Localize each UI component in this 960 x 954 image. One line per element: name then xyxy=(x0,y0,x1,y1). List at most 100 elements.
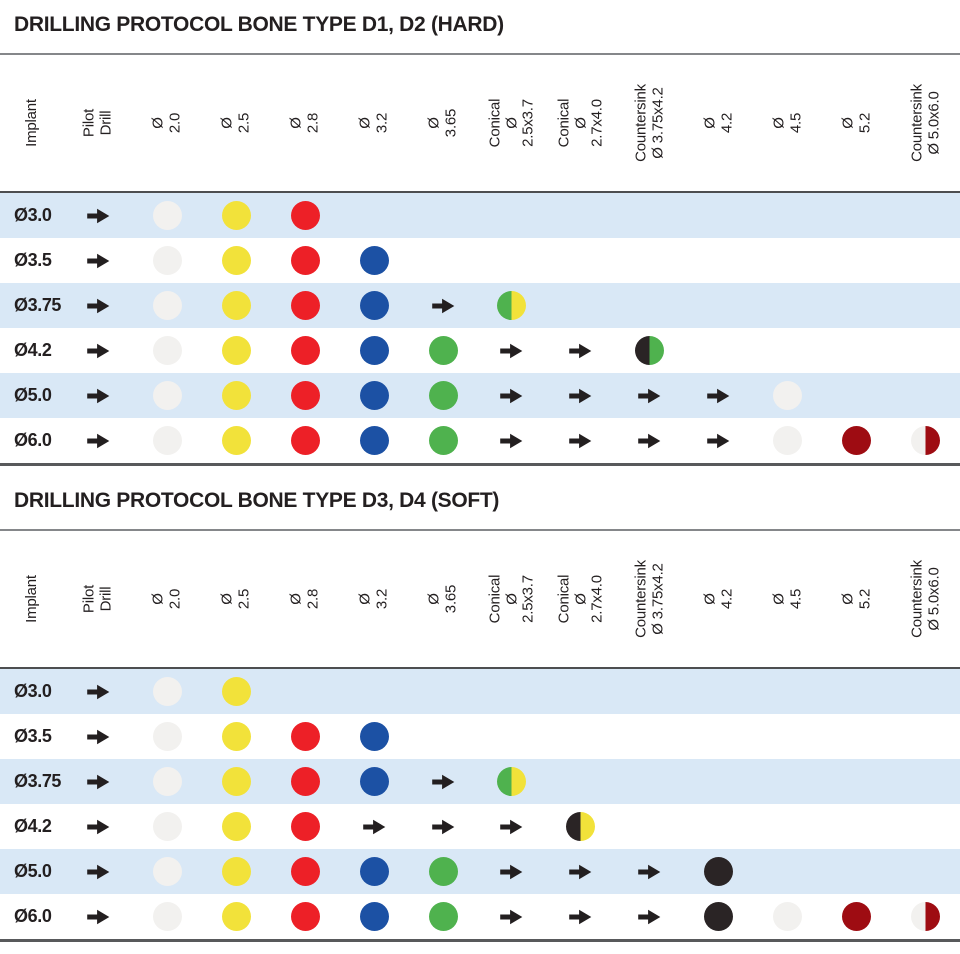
column-header-label: Ø 2.0 xyxy=(149,112,184,134)
drill-step-arrow xyxy=(478,373,547,418)
implant-diameter-label: Ø3.0 xyxy=(14,205,52,225)
drill-step-arrow xyxy=(615,849,684,894)
column-header-conical-2-5x3-7: Conical Ø 2.5x3.7 xyxy=(478,55,547,191)
column-header-label: Countersink Ø 3.75x4.2 xyxy=(632,560,666,638)
drill-step-arrow xyxy=(478,894,547,939)
arrow-right-icon xyxy=(500,909,523,924)
drill-step-arrow xyxy=(546,418,615,463)
table-row-implant-3.0: Ø3.0 xyxy=(0,669,960,714)
arrow-right-icon xyxy=(362,819,385,834)
implant-diameter-label: Ø3.75 xyxy=(14,295,62,315)
arrow-right-icon xyxy=(431,774,454,789)
drill-dot-red xyxy=(290,246,320,275)
drill-step-arrow xyxy=(478,418,547,463)
column-header-label: Pilot Drill xyxy=(80,584,115,614)
empty-cell xyxy=(409,238,478,283)
header-divider xyxy=(0,191,960,193)
column-header-pilot-drill: Pilot Drill xyxy=(64,531,133,667)
drill-step-arrow xyxy=(64,373,133,418)
drill-dot-black xyxy=(704,857,734,886)
drill-dot-yellow xyxy=(221,246,251,275)
table-row-implant-3.0: Ø3.0 xyxy=(0,193,960,238)
implant-diameter-label: Ø6.0 xyxy=(14,906,52,926)
drill-dot-yellow xyxy=(221,381,251,410)
drill-step-arrow xyxy=(64,238,133,283)
drill-step-arrow xyxy=(340,804,409,849)
drill-dot-red xyxy=(290,767,320,796)
page-title: DRILLING PROTOCOL BONE TYPE D3, D4 (SOFT… xyxy=(14,489,500,512)
empty-cell xyxy=(891,328,960,373)
drill-dot-white xyxy=(152,426,182,455)
column-header-pilot-drill: Pilot Drill xyxy=(64,55,133,191)
drill-step-arrow xyxy=(546,373,615,418)
empty-cell xyxy=(822,328,891,373)
drill-dot-white xyxy=(152,722,182,751)
table-row-implant-4.2: Ø4.2 xyxy=(0,804,960,849)
drill-dot-yellow xyxy=(221,812,251,841)
arrow-right-icon xyxy=(707,433,730,448)
column-header-label: Ø 2.5 xyxy=(218,588,253,610)
empty-cell xyxy=(822,669,891,714)
drill-dot-blue xyxy=(359,381,389,410)
column-header-drill-3-2: Ø 3.2 xyxy=(340,55,409,191)
empty-cell xyxy=(891,283,960,328)
drill-dot-green xyxy=(428,336,458,365)
table-row-implant-5.0: Ø5.0 xyxy=(0,373,960,418)
column-header-countersink-5-0x6-0: Countersink Ø 5.0x6.0 xyxy=(891,55,960,191)
column-headers: Implant Pilot Drill Ø 2.0 Ø 2.5 Ø 2.8 Ø 3.2 Ø … xyxy=(0,531,960,667)
table-row-implant-5.0: Ø5.0 xyxy=(0,849,960,894)
drill-dot-yellow xyxy=(221,902,251,931)
drill-dot-green xyxy=(428,426,458,455)
drill-step-arrow xyxy=(615,418,684,463)
arrow-right-icon xyxy=(707,388,730,403)
drill-dot-white xyxy=(152,381,182,410)
drill-dot-green xyxy=(428,381,458,410)
empty-cell xyxy=(615,193,684,238)
drill-dot-red xyxy=(290,381,320,410)
drill-dot-blue xyxy=(359,426,389,455)
drill-dot-yellow xyxy=(221,857,251,886)
drill-dot-black xyxy=(704,902,734,931)
arrow-right-icon xyxy=(500,864,523,879)
drill-step-arrow xyxy=(615,373,684,418)
table-row-implant-4.2: Ø4.2 xyxy=(0,328,960,373)
arrow-right-icon xyxy=(87,684,110,699)
table-row-implant-3.5: Ø3.5 xyxy=(0,238,960,283)
empty-cell xyxy=(822,759,891,804)
drill-dot-white xyxy=(152,291,182,320)
arrow-right-icon xyxy=(500,343,523,358)
column-header-drill-2-5: Ø 2.5 xyxy=(202,55,271,191)
table-row-implant-6.0: Ø6.0 xyxy=(0,418,960,463)
table-rows: Ø3.0 Ø3.5 Ø3.75 Ø4.2 Ø5.0 Ø6.0 xyxy=(0,193,960,463)
drill-dot-white xyxy=(152,857,182,886)
drill-dot-red xyxy=(290,812,320,841)
column-header-label: Countersink Ø 3.75x4.2 xyxy=(632,84,666,162)
empty-cell xyxy=(891,759,960,804)
empty-cell xyxy=(546,193,615,238)
column-header-drill-5-2: Ø 5.2 xyxy=(822,531,891,667)
arrow-right-icon xyxy=(500,388,523,403)
empty-cell xyxy=(753,283,822,328)
title-divider xyxy=(0,529,960,531)
column-header-drill-4-5: Ø 4.5 xyxy=(753,531,822,667)
empty-cell xyxy=(615,238,684,283)
empty-cell xyxy=(684,193,753,238)
column-header-label: Ø 2.8 xyxy=(287,112,322,134)
empty-cell xyxy=(684,328,753,373)
drill-dot-yellow xyxy=(221,201,251,230)
empty-cell xyxy=(891,373,960,418)
arrow-right-icon xyxy=(87,819,110,834)
arrow-right-icon xyxy=(87,253,110,268)
drill-dot-yellow xyxy=(221,767,251,796)
empty-cell xyxy=(753,714,822,759)
column-header-label: Conical Ø 2.5x3.7 xyxy=(486,574,537,624)
arrow-right-icon xyxy=(87,298,110,313)
split-dot-green-yellow xyxy=(497,767,527,796)
column-header-label: Implant xyxy=(22,99,40,147)
arrow-right-icon xyxy=(638,909,661,924)
empty-cell xyxy=(340,193,409,238)
column-header-conical-2-5x3-7: Conical Ø 2.5x3.7 xyxy=(478,531,547,667)
page-title: DRILLING PROTOCOL BONE TYPE D1, D2 (HARD… xyxy=(14,13,504,36)
drill-step-arrow xyxy=(409,804,478,849)
column-header-label: Ø 4.5 xyxy=(770,588,804,610)
